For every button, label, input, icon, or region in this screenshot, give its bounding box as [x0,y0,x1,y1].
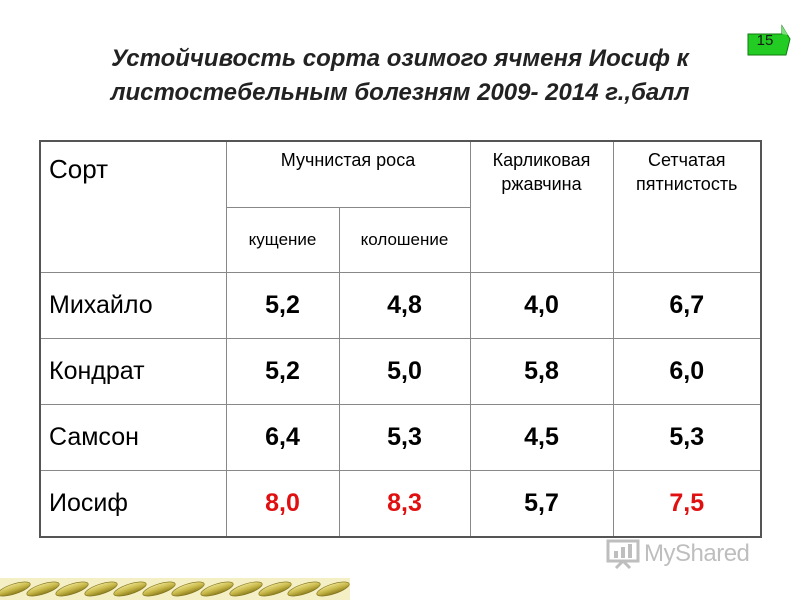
wheat-ear-icon [0,581,31,597]
header-tillering: кущение [225,206,340,273]
value-cell: 5,3 [612,403,762,471]
value-cell: 5,2 [225,271,340,339]
value-cell: 5,7 [469,469,614,537]
resistance-table: Сорт Мучнистая роса Карликовая ржавчина … [39,140,762,538]
value-cell: 4,0 [469,271,614,339]
highlighted-value-cell: 7,5 [612,469,762,537]
value-cell: 6,7 [612,271,762,339]
value-cell: 5,2 [225,337,340,405]
value-cell: 5,0 [338,337,471,405]
header-mildew: Мучнистая роса [225,140,471,208]
value-cell: 6,0 [612,337,762,405]
value-cell: 5,3 [338,403,471,471]
header-heading: колошение [338,206,471,273]
wheat-ear-icon [229,581,263,597]
page-number-badge: 15 [747,24,791,56]
header-sort: Сорт [39,140,227,273]
table-row: Иосиф 8,0 8,3 5,7 7,5 [39,469,762,537]
table-row: Михайло 5,2 4,8 4,0 6,7 [39,271,762,339]
slide-title: Устойчивость сорта озимого ячменя Иосиф … [40,42,760,110]
highlighted-value-cell: 8,0 [225,469,340,537]
watermark: MyShared [606,536,750,572]
value-cell: 5,8 [469,337,614,405]
value-cell: 4,8 [338,271,471,339]
header-spot: Сетчатая пятнистость [612,140,762,273]
page-number: 15 [756,32,774,49]
table-header-row: Сорт Мучнистая роса Карликовая ржавчина … [39,140,762,273]
wheat-ear-icon [113,581,147,597]
row-name: Кондрат [39,337,227,405]
presentation-board-icon [606,539,640,569]
header-rust: Карликовая ржавчина [469,140,614,273]
wheat-ear-icon [287,581,321,597]
wheat-ear-icon [84,581,118,597]
title-line-1: Устойчивость сорта озимого ячменя Иосиф … [111,45,689,72]
badge-arrow-icon [747,24,791,56]
watermark-text: MyShared [644,540,750,567]
wheat-ear-icon [200,581,234,597]
wheat-ear-icon [171,581,205,597]
title-line-2: листостебельным болезням 2009- 2014 г.,б… [110,79,690,106]
wheat-ear-icon [55,581,89,597]
wheat-ears-strip-icon [0,578,350,600]
value-cell: 6,4 [225,403,340,471]
wheat-ear-icon [26,581,60,597]
value-cell: 4,5 [469,403,614,471]
table-row: Кондрат 5,2 5,0 5,8 6,0 [39,337,762,405]
table-subheader-row: кущение колошение [40,206,761,273]
table-row: Самсон 6,4 5,3 4,5 5,3 [39,403,762,471]
wheat-ear-icon [142,581,176,597]
row-name: Иосиф [39,469,227,537]
highlighted-value-cell: 8,3 [338,469,471,537]
row-name: Самсон [39,403,227,471]
row-name: Михайло [39,271,227,339]
wheat-ear-icon [258,581,292,597]
wheat-ear-icon [316,581,350,597]
